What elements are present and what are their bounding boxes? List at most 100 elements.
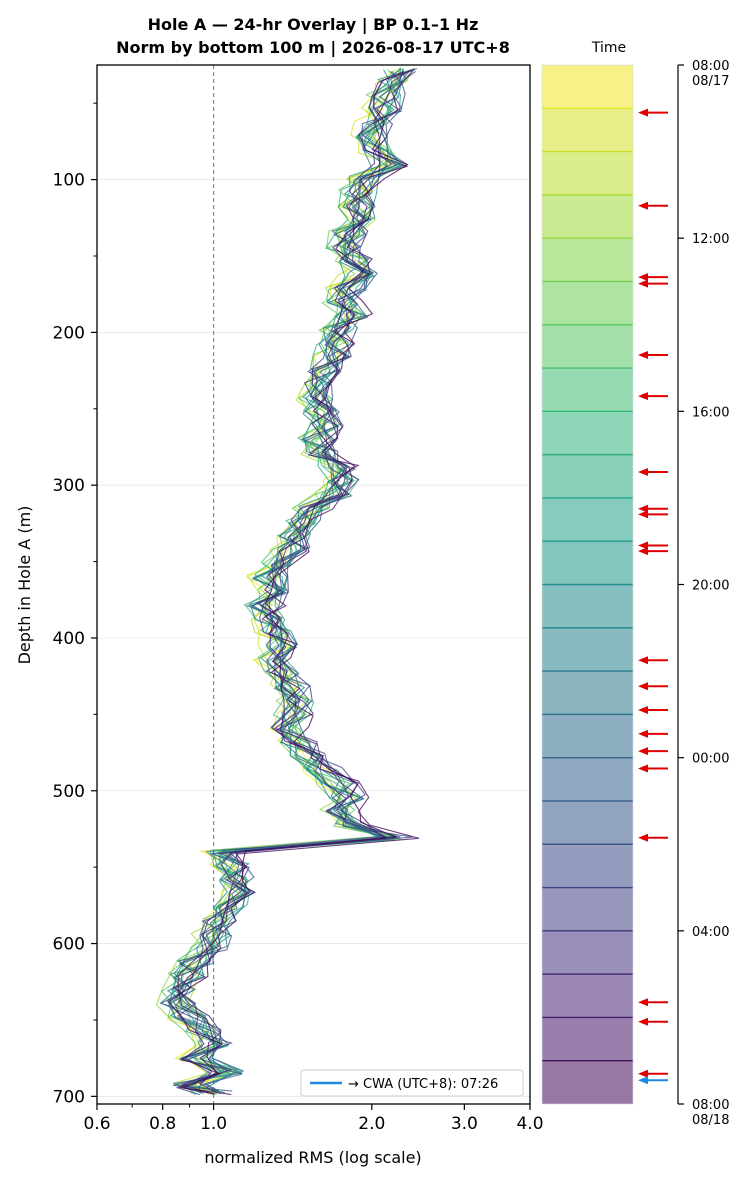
event-arrow-17 — [638, 764, 668, 773]
event-arrow-8-head — [638, 504, 648, 513]
event-arrow-5 — [638, 351, 668, 360]
plot-area: 0.6 0.8 1.0 2.0 3.0 4.0 100 200 300 400 500 600 700 — [53, 64, 544, 1134]
colorbar-bin-18 — [542, 800, 633, 845]
y-tick-label-5: 600 — [53, 935, 85, 955]
event-arrow-6-head — [638, 392, 648, 401]
colorbar-tick-label-6-1: 08/18 — [692, 1113, 729, 1128]
chart-title-line2: Norm by bottom 100 m | 2026-08-17 UTC+8 — [116, 38, 510, 58]
y-tick-label-3: 400 — [53, 629, 85, 649]
colorbar-bin-13 — [542, 584, 633, 628]
event-arrow-1-head — [638, 108, 648, 117]
colorbar-frame — [541, 64, 634, 1105]
colorbar-bin-17 — [542, 757, 633, 801]
event-arrow-3 — [638, 273, 668, 282]
x-tick-label-0: 0.6 — [83, 1114, 110, 1134]
colorbar-label: Time — [591, 40, 626, 56]
event-arrow-12-head — [638, 656, 648, 665]
event-arrow-4 — [638, 279, 668, 288]
series-line-15 — [166, 71, 404, 1095]
event-arrow-16 — [638, 747, 668, 756]
legend-label: → CWA (UTC+8): 07:26 — [348, 1077, 498, 1092]
colorbar-tick-label-2-0: 16:00 — [692, 405, 729, 420]
colorbar-bin-12 — [542, 541, 633, 585]
event-arrow-12 — [638, 656, 668, 665]
event-arrow-13-head — [638, 682, 648, 691]
event-arrow-3-head — [638, 273, 648, 282]
colorbar-bin-11 — [542, 497, 633, 542]
event-arrow-20 — [638, 1017, 668, 1026]
colorbar-bin-6 — [542, 281, 633, 325]
x-tick-label-2: 1.0 — [200, 1114, 227, 1134]
colorbar-bin-8 — [542, 368, 633, 412]
event-arrow-highlight-head — [638, 1076, 648, 1085]
event-arrow-14-head — [638, 706, 648, 715]
event-arrow-highlight — [638, 1076, 668, 1085]
colorbar-bin-10 — [542, 454, 633, 498]
event-arrow-21 — [638, 1069, 668, 1078]
y-tick-label-4: 500 — [53, 782, 85, 802]
series-line-20 — [174, 70, 417, 1096]
colorbar-bin-4 — [542, 194, 633, 239]
event-arrow-11 — [638, 547, 668, 556]
event-arrow-10-head — [638, 541, 648, 550]
y-axis-label: Depth in Hole A (m) — [15, 506, 34, 665]
event-arrow-2 — [638, 201, 668, 210]
y-tick-label-2: 300 — [53, 476, 85, 496]
colorbar-tick-label-0-0: 08:00 — [692, 59, 729, 74]
series-line-18 — [172, 68, 413, 1092]
legend-box — [300, 1069, 524, 1097]
grid-lines — [97, 179, 530, 1097]
colorbar-bin-16 — [542, 714, 633, 758]
colorbar-tick-label-4-0: 00:00 — [692, 752, 729, 767]
plot-frame — [96, 64, 531, 1105]
colorbar-bin-20 — [542, 887, 633, 931]
colorbar-axis: 08:0008/1712:0016:0020:0000:0004:0008:00… — [677, 59, 729, 1128]
series-line-17 — [172, 67, 418, 1092]
series-line-7 — [160, 68, 408, 1096]
y-tick-label-0: 100 — [53, 171, 85, 191]
event-arrow-18-head — [638, 833, 648, 842]
event-arrow-9 — [638, 510, 668, 519]
event-arrow-11-head — [638, 547, 648, 556]
event-arrow-16-head — [638, 747, 648, 756]
x-tick-label-3: 2.0 — [358, 1114, 385, 1134]
x-tick-label-5: 4.0 — [516, 1114, 543, 1134]
colorbar-bin-15 — [542, 671, 633, 715]
colorbar-tick-label-5-0: 04:00 — [692, 925, 729, 940]
event-arrow-17-head — [638, 764, 648, 773]
event-arrow-9-head — [638, 510, 648, 519]
series-line-14 — [159, 69, 411, 1095]
colorbar-tick-label-3-0: 20:00 — [692, 579, 729, 594]
colorbar-bin-22 — [542, 974, 633, 1018]
event-arrow-19-head — [638, 998, 648, 1007]
colorbar-bin-19 — [542, 844, 633, 888]
event-arrow-18 — [638, 833, 668, 842]
y-tick-label-1: 200 — [53, 323, 85, 343]
colorbar-tick-label-1-0: 12:00 — [692, 232, 729, 247]
event-arrow-20-head — [638, 1017, 648, 1026]
colorbar-bin-3 — [542, 151, 633, 195]
colorbar-bin-5 — [542, 238, 633, 282]
colorbar-bin-24 — [542, 1060, 633, 1104]
event-arrow-1 — [638, 108, 668, 117]
series-line-21 — [172, 71, 404, 1094]
colorbar-bin-2 — [542, 108, 633, 152]
colorbar-bin-14 — [542, 627, 633, 672]
colorbar-events — [638, 108, 668, 1085]
event-arrow-6 — [638, 392, 668, 401]
x-axis-label: normalized RMS (log scale) — [204, 1148, 421, 1167]
event-arrow-15-head — [638, 729, 648, 738]
event-arrow-7 — [638, 467, 668, 476]
x-tick-label-4: 3.0 — [451, 1114, 478, 1134]
series-group — [155, 67, 420, 1096]
event-arrow-2-head — [638, 201, 648, 210]
colorbar-tick-label-0-1: 08/17 — [692, 74, 729, 89]
y-tick-label-6: 700 — [53, 1087, 85, 1107]
series-line-24 — [167, 69, 413, 1095]
event-arrow-10 — [638, 541, 668, 550]
event-arrow-8 — [638, 504, 668, 513]
event-arrow-15 — [638, 729, 668, 738]
event-arrow-5-head — [638, 351, 648, 360]
colorbar-tick-label-6-0: 08:00 — [692, 1098, 729, 1113]
